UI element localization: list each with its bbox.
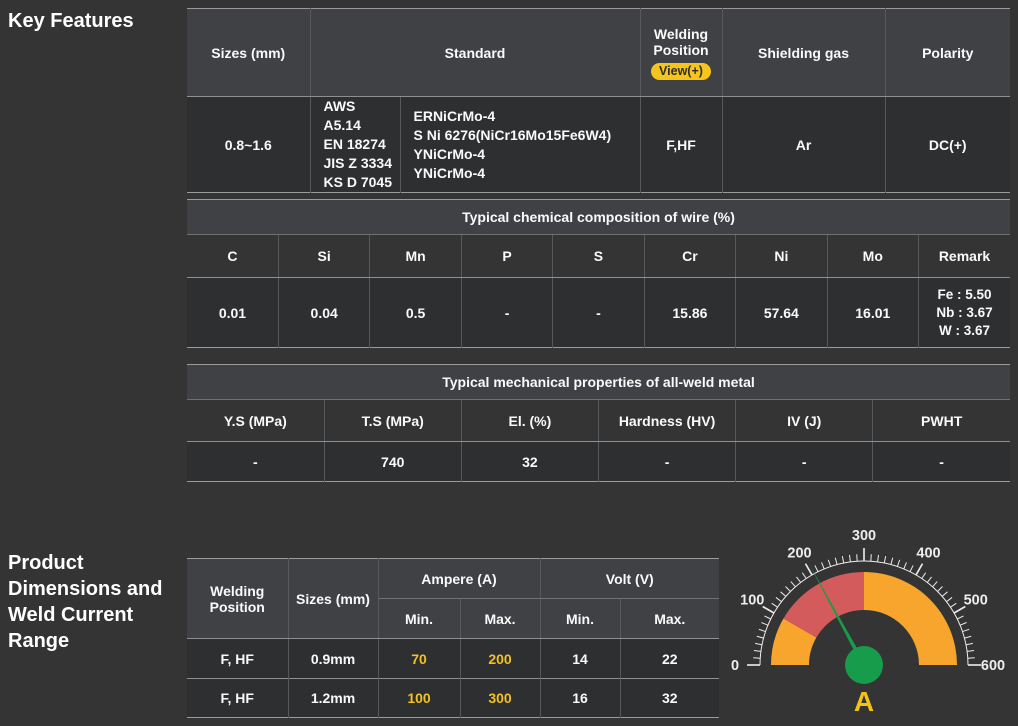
key-features-heading: Key Features [8,10,134,32]
chem-header-s: S [552,234,645,278]
standard-org: JIS Z 3334 [323,155,393,171]
mech-value: - [735,441,874,482]
polarity-value: DC(+) [884,96,1010,193]
mechanical-properties-table: Typical mechanical properties of all-wel… [187,364,1010,482]
chem-value: 0.01 [187,277,279,348]
svg-text:A: A [854,686,874,717]
chem-value: 16.01 [826,277,920,348]
chem-value: - [552,277,645,348]
welding-position-header: Welding Position View(+) [639,8,723,97]
shielding-gas-header: Shielding gas [721,8,886,97]
remark-line: W : 3.67 [938,322,990,338]
position-value: F, HF [187,678,289,718]
volt-min-header: Min. [539,598,621,639]
chemical-composition-table: Typical chemical composition of wire (%)… [187,199,1010,348]
mech-table-title: Typical mechanical properties of all-wel… [187,364,1010,400]
current-header-position: Welding Position [187,558,289,639]
mech-header-iv: IV (J) [735,399,874,442]
mech-value: 740 [323,441,462,482]
mech-value: 32 [460,441,599,482]
standard-spec: YNiCrMo-4 [413,145,486,162]
chem-value: 0.5 [369,277,462,348]
amp-min-value: 70 [377,638,461,679]
chem-table-title: Typical chemical composition of wire (%) [187,199,1010,235]
chem-header-ni: Ni [735,234,828,278]
volt-max-value: 32 [619,678,719,718]
size-value: 1.2mm [287,678,379,718]
chem-value: 57.64 [735,277,828,348]
sizes-value: 0.8~1.6 [187,96,311,193]
welding-position-label: Welding Position [653,25,709,58]
standard-header: Standard [309,8,641,97]
mech-value: - [187,441,325,482]
amp-max-value: 200 [459,638,541,679]
mech-value: - [872,441,1010,482]
standard-table: Sizes (mm) Standard Welding Position Vie… [187,8,1010,193]
chem-header-p: P [460,234,554,278]
ampere-gauge: 0 100 200 300 400 500 600 A [718,523,1018,726]
svg-text:600: 600 [981,658,1005,674]
current-header-ampere: Ampere (A) [377,558,541,599]
remark-line: Nb : 3.67 [936,304,993,320]
sizes-header: Sizes (mm) [187,8,311,97]
product-dimensions-heading: Product Dimensions and Weld Current Rang… [8,552,163,652]
svg-text:400: 400 [916,545,940,561]
volt-max-header: Max. [619,598,719,639]
ampere-max-header: Max. [459,598,541,639]
standard-org: AWS A5.14 [323,98,361,133]
shielding-gas-value: Ar [721,96,886,193]
mech-header-pwht: PWHT [872,399,1010,442]
ampere-min-header: Min. [378,598,461,639]
mech-header-hardness: Hardness (HV) [597,399,737,442]
position-value: F, HF [187,638,289,679]
amp-min-value: 100 [377,678,461,718]
welding-position-value: F,HF [639,96,723,193]
svg-text:100: 100 [740,593,764,609]
mech-header-el: El. (%) [460,399,599,442]
chem-header-remark: Remark [918,234,1010,278]
gauge-chart: 0 100 200 300 400 500 600 A [731,528,1005,717]
chem-header-mn: Mn [369,234,462,278]
size-value: 0.9mm [287,638,379,679]
standard-table-row: 0.8~1.6 AWS A5.14 EN 18274 JIS Z 3334 KS… [187,96,1010,193]
standard-spec: ERNiCrMo-4 [413,107,496,124]
volt-min-value: 16 [539,678,621,718]
chem-table-row: 0.01 0.04 0.5 - - 15.86 57.64 16.01 Fe :… [187,277,1010,348]
mech-value: - [597,441,737,482]
chem-value: 0.04 [277,277,371,348]
chem-header-mo: Mo [826,234,920,278]
standard-spec: YNiCrMo-4 [413,164,486,181]
chem-remark-cell: Fe : 5.50 Nb : 3.67 W : 3.67 [918,277,1010,348]
current-table-row: F, HF 1.2mm 100 300 16 32 [187,678,719,718]
remark-line: Fe : 5.50 [937,286,992,302]
amp-max-value: 300 [459,678,541,718]
volt-max-value: 22 [619,638,719,679]
chem-header-cr: Cr [643,234,737,278]
svg-text:500: 500 [964,593,988,609]
volt-min-value: 14 [539,638,621,679]
standard-orgs-cell: AWS A5.14 EN 18274 JIS Z 3334 KS D 7045 [309,96,401,193]
standard-specs-cell: ERNiCrMo-4 S Ni 6276(NiCr16Mo15Fe6W4) YN… [399,96,641,193]
chem-header-c: C [187,234,279,278]
current-table-row: F, HF 0.9mm 70 200 14 22 [187,638,719,679]
chem-value: 15.86 [643,277,737,348]
standard-spec: S Ni 6276(NiCr16Mo15Fe6W4) [413,126,612,143]
current-header-sizes: Sizes (mm) [287,558,379,639]
svg-text:200: 200 [787,545,811,561]
weld-current-table: Welding Position Sizes (mm) Ampere (A) V… [187,558,719,718]
chem-value: - [460,277,554,348]
standard-org: EN 18274 [323,136,386,152]
svg-text:300: 300 [852,528,876,544]
svg-text:0: 0 [731,658,739,674]
current-header-volt: Volt (V) [539,558,719,599]
polarity-header: Polarity [884,8,1010,97]
mech-header-ts: T.S (MPa) [323,399,462,442]
chem-header-si: Si [277,234,371,278]
mech-header-ys: Y.S (MPa) [187,399,325,442]
mech-table-row: - 740 32 - - - [187,441,1010,482]
standard-org: KS D 7045 [323,174,392,190]
view-more-button[interactable]: View(+) [651,62,711,80]
